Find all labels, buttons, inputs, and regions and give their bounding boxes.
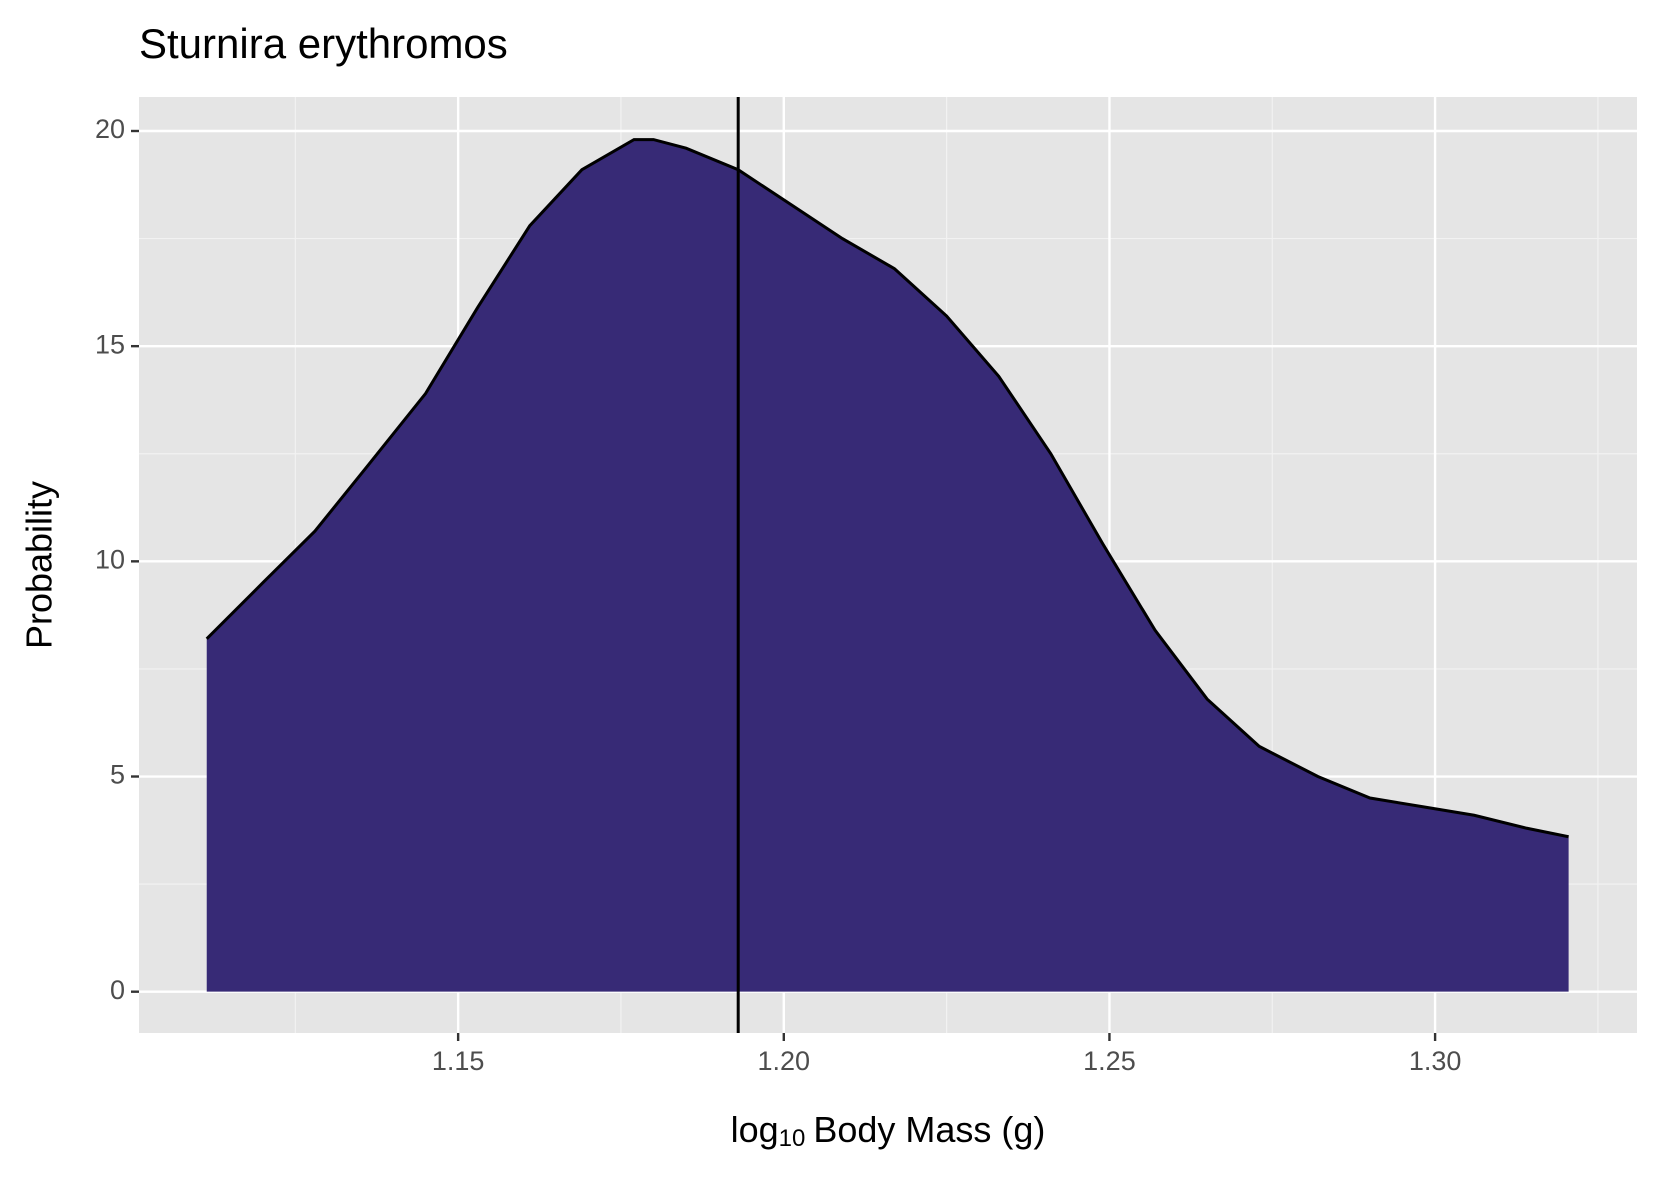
area: [206, 139, 1569, 992]
y-tick-label: 10: [95, 544, 125, 574]
x-axis-title-rest: Body Mass (g): [813, 1109, 1045, 1150]
y-tick-label: 15: [95, 329, 125, 359]
chart-title: Sturnira erythromos: [139, 20, 508, 67]
x-axis-title-subscript: 10: [779, 1125, 806, 1152]
x-tick-label: 1.20: [758, 1046, 811, 1076]
x-tick-label: 1.25: [1083, 1046, 1136, 1076]
x-axis-title-base: log: [731, 1109, 779, 1150]
y-tick-label: 20: [95, 114, 125, 144]
x-tick-label: 1.15: [432, 1046, 485, 1076]
x-axis-title: log10 Body Mass (g): [731, 1109, 1046, 1153]
density-line: [205, 138, 1569, 839]
y-axis-title: Probability: [19, 481, 60, 649]
y-tick-label: 5: [110, 760, 125, 790]
y-tick-label: 0: [110, 975, 125, 1005]
x-tick-label: 1.30: [1409, 1046, 1462, 1076]
